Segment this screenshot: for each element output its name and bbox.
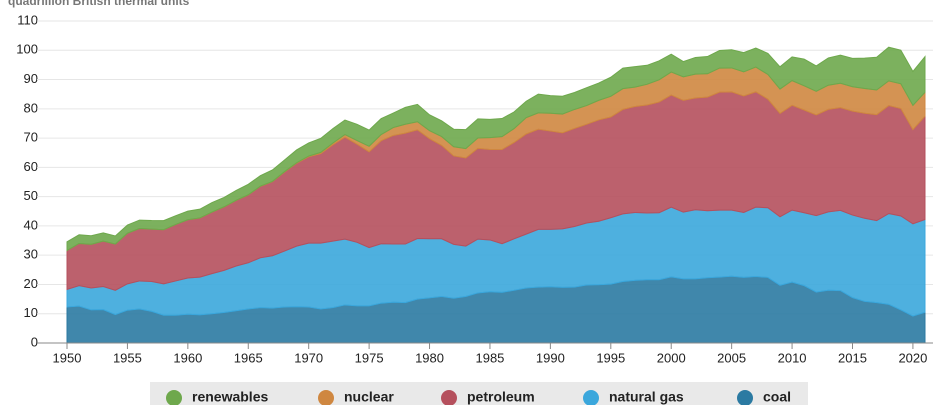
- y-tick-label: 0: [31, 334, 38, 349]
- x-tick-label: 1980: [415, 350, 444, 365]
- x-tick-label: 2000: [657, 350, 686, 365]
- area: [66, 46, 926, 252]
- legend-label: petroleum: [467, 389, 535, 405]
- x-tick-label: 1950: [53, 350, 82, 365]
- x-tick-label: 1990: [536, 350, 565, 365]
- y-tick-label: 30: [24, 247, 38, 262]
- x-tick-label: 2005: [717, 350, 746, 365]
- legend-label: natural gas: [609, 389, 684, 405]
- x-tick-label: 1970: [294, 350, 323, 365]
- legend-swatch: [441, 390, 457, 406]
- y-tick-label: 70: [24, 130, 38, 145]
- y-tick-label: 80: [24, 100, 38, 115]
- y-tick-label: 100: [16, 42, 38, 57]
- x-tick-label: 1975: [355, 350, 384, 365]
- y-tick-label: 90: [24, 71, 38, 86]
- x-tick-label: 1985: [475, 350, 504, 365]
- legend-label: coal: [763, 389, 791, 405]
- x-tick-label: 2015: [838, 350, 867, 365]
- y-tick-label: 40: [24, 217, 38, 232]
- y-tick-label: 110: [17, 12, 38, 27]
- x-tick-label: 1960: [173, 350, 202, 365]
- chart-subtitle: quadrillion British thermal units: [8, 0, 190, 8]
- x-tick-label: 1965: [234, 350, 263, 365]
- x-tick-label: 2020: [898, 350, 927, 365]
- y-tick-label: 50: [24, 188, 38, 203]
- y-tick-label: 10: [24, 305, 38, 320]
- legend-swatch: [318, 390, 334, 406]
- legend-label: renewables: [192, 389, 268, 405]
- y-tick-label: 20: [24, 276, 38, 291]
- legend-box: [150, 382, 808, 406]
- legend-swatch: [583, 390, 599, 406]
- x-tick-label: 1995: [596, 350, 625, 365]
- legend-label: nuclear: [344, 389, 394, 405]
- y-tick-label: 60: [24, 159, 38, 174]
- x-tick-label: 1955: [113, 350, 142, 365]
- legend-swatch: [166, 390, 182, 406]
- x-tick-label: 2010: [778, 350, 807, 365]
- legend-swatch: [737, 390, 753, 406]
